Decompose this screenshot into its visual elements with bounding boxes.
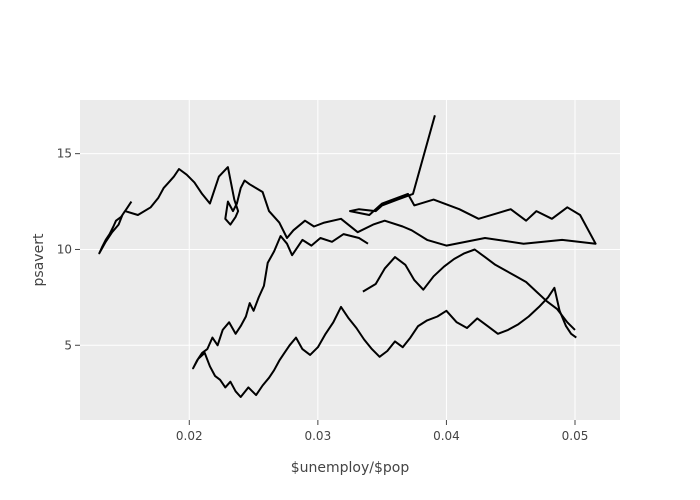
y-axis-title: psavert [31, 233, 47, 286]
x-tick-label: 0.04 [433, 429, 460, 443]
y-axis-ticks: 5 10 15 [57, 147, 80, 353]
y-tick-label: 5 [64, 338, 72, 352]
y-tick-label: 10 [57, 242, 72, 256]
x-tick-label: 0.03 [304, 429, 331, 443]
plot-background [80, 100, 620, 420]
x-axis-title: $unemploy/$pop [291, 460, 410, 476]
x-tick-label: 0.02 [176, 429, 203, 443]
x-axis-ticks: 0.02 0.03 0.04 0.05 [176, 420, 588, 443]
y-tick-label: 15 [57, 147, 72, 161]
x-tick-label: 0.05 [562, 429, 589, 443]
